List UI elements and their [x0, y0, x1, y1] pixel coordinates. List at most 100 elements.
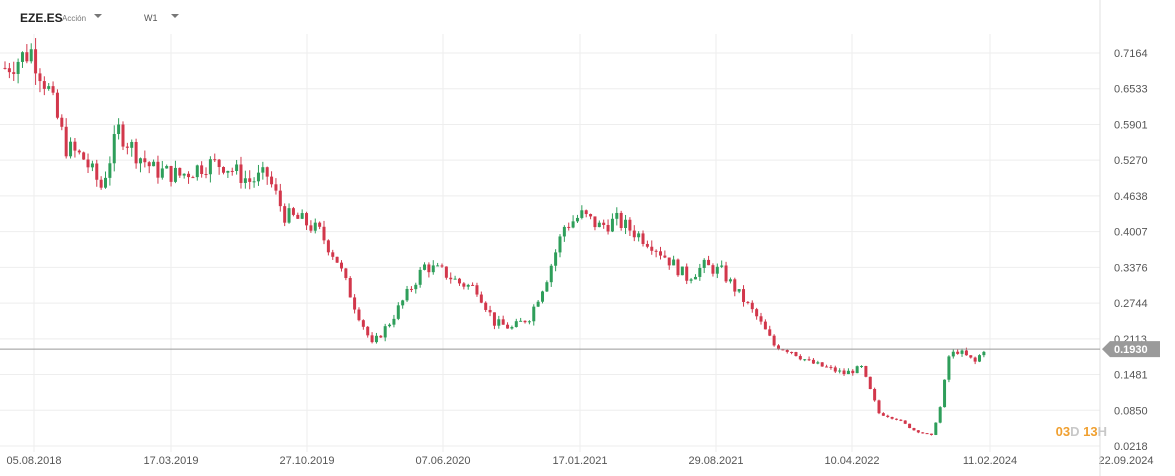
candle-body [698, 267, 702, 277]
candle-body [173, 167, 177, 182]
candle-body [934, 422, 938, 435]
candle-body [348, 278, 352, 298]
candle-body [479, 294, 483, 303]
candle-body [755, 309, 759, 317]
candle-body [672, 259, 676, 266]
candle-body [776, 345, 780, 350]
candle-body [676, 259, 680, 276]
candle-body [38, 73, 42, 82]
candle-body [90, 163, 94, 168]
candle-body [659, 251, 662, 256]
candle-body [143, 158, 147, 163]
timeframe-selector[interactable]: W1 [144, 13, 158, 23]
candle-body [645, 243, 649, 247]
symbol-dropdown-icon[interactable] [93, 11, 105, 21]
candle-body [95, 163, 99, 180]
candle-body [47, 86, 51, 89]
candle-body [182, 173, 186, 176]
candle-body [514, 321, 518, 328]
countdown-hours-unit: H [1097, 424, 1107, 439]
candle-body [589, 214, 593, 217]
candle-body [707, 259, 711, 266]
candle-body [396, 305, 400, 319]
candle-body [781, 349, 785, 351]
candle-body [305, 213, 309, 226]
timeframe-dropdown-icon[interactable] [170, 11, 182, 21]
candle-body [274, 184, 278, 191]
candle-body [554, 252, 558, 266]
candle-body [637, 233, 641, 238]
candle-body [632, 230, 636, 238]
price-tick-label: 0.0218 [1114, 441, 1148, 453]
candle-body [440, 265, 444, 267]
candle-body [894, 418, 898, 420]
candle-body [82, 152, 86, 160]
time-tick-label: 10.04.2022 [824, 455, 879, 467]
candle-body [427, 264, 431, 273]
candle-body [51, 86, 55, 93]
candle-body [405, 288, 409, 301]
candle-body [733, 279, 737, 292]
candle-body [318, 222, 322, 227]
candle-body [77, 150, 81, 153]
candle-body [374, 335, 378, 343]
candle-body [506, 324, 510, 329]
candle-body [501, 319, 505, 325]
candle-body [112, 134, 116, 164]
candle-body [370, 335, 374, 343]
candle-body [125, 146, 129, 148]
candle-body [541, 291, 545, 302]
candle-body [99, 179, 103, 188]
candle-body [300, 213, 304, 219]
candle-body [392, 318, 396, 325]
candle-body [497, 319, 501, 326]
candle-body [353, 297, 357, 310]
candle-body [610, 218, 614, 232]
candle-body [357, 309, 361, 321]
candle-body [69, 141, 73, 157]
candle-body [42, 81, 46, 89]
candle-body [833, 367, 837, 372]
candle-body [602, 222, 606, 225]
candle-body [322, 226, 326, 241]
candle-body [562, 226, 566, 237]
price-tick-label: 0.2744 [1114, 298, 1148, 310]
candle-body [790, 351, 794, 353]
price-tick-label: 0.4007 [1114, 227, 1148, 239]
candle-body [702, 259, 706, 268]
candle-body [624, 219, 628, 228]
candle-body [641, 233, 645, 244]
candle-body [261, 167, 265, 173]
candle-body [750, 302, 754, 310]
candle-body [431, 265, 435, 273]
candle-body [580, 210, 584, 218]
candle-body [873, 389, 877, 401]
time-tick-label: 22.09.2024 [1098, 455, 1153, 467]
price-tick-label: 0.3376 [1114, 262, 1148, 274]
candle-body [964, 350, 968, 356]
candle-body [549, 265, 553, 283]
candle-body [108, 163, 112, 178]
chart-toolbar: EZE.ES Acción W1 [0, 0, 1100, 34]
candle-body [881, 413, 885, 416]
candle-body [213, 159, 217, 161]
candle-body [243, 178, 247, 183]
candle-body [313, 222, 317, 231]
candle-body [335, 256, 339, 263]
candle-body [886, 415, 890, 417]
candle-body [584, 210, 588, 215]
symbol-label[interactable]: EZE.ES [20, 11, 63, 25]
candle-body [379, 335, 383, 338]
candle-body [130, 141, 134, 148]
candle-body [798, 356, 802, 360]
candle-body [423, 264, 427, 270]
candle-body [890, 416, 894, 419]
candle-body [619, 212, 623, 228]
candle-body [248, 178, 252, 182]
candle-body [418, 269, 422, 285]
candle-body [960, 350, 964, 354]
candle-body [226, 170, 230, 173]
instrument-type-label: Acción [62, 14, 87, 23]
candle-body [12, 72, 16, 74]
